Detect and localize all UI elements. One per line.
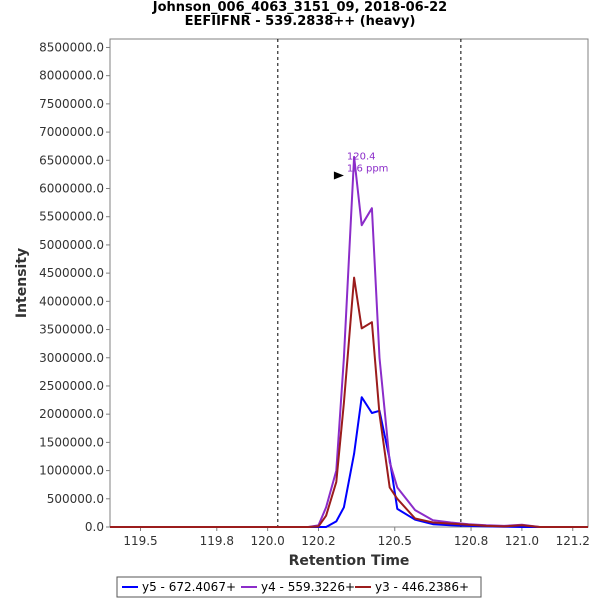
- x-tick-label: 121.0: [505, 534, 539, 548]
- x-tick-label: 120.5: [378, 534, 412, 548]
- y-tick-label: 8500000.0: [39, 40, 104, 54]
- x-tick-label: 119.8: [200, 534, 234, 548]
- peak-annotation: 1.6 ppm: [347, 164, 389, 175]
- y-tick-label: 1500000.0: [39, 435, 104, 449]
- legend-label: y4 - 559.3226+: [261, 580, 355, 594]
- y-tick-label: 6500000.0: [39, 153, 104, 167]
- x-tick-label: 121.2: [556, 534, 590, 548]
- chart-subtitle: EEFIIFNR - 539.2838++ (heavy): [184, 14, 416, 29]
- y-tick-label: 3500000.0: [39, 323, 104, 337]
- legend-label: y5 - 672.4067+: [142, 580, 236, 594]
- peak-annotation: 120.4: [347, 152, 376, 163]
- y-tick-label: 1000000.0: [39, 464, 104, 478]
- y-tick-label: 500000.0: [47, 492, 104, 506]
- y-tick-label: 0.0: [85, 520, 104, 534]
- x-tick-label: 120.0: [250, 534, 284, 548]
- y-tick-label: 4000000.0: [39, 294, 104, 308]
- y-tick-label: 2500000.0: [39, 379, 104, 393]
- x-tick-label: 119.5: [123, 534, 157, 548]
- y-tick-label: 6000000.0: [39, 182, 104, 196]
- series-line: [110, 276, 588, 528]
- x-axis-label: Retention Time: [289, 553, 410, 569]
- chart-title: Johnson_006_4063_3151_09, 2018-06-22: [152, 0, 448, 15]
- y-axis-label: Intensity: [14, 248, 30, 318]
- y-tick-label: 5000000.0: [39, 238, 104, 252]
- y-tick-label: 4500000.0: [39, 266, 104, 280]
- legend-label: y3 - 446.2386+: [375, 580, 469, 594]
- peak-marker-icon: [333, 171, 344, 180]
- x-tick-label: 120.8: [454, 534, 488, 548]
- x-tick-label: 120.2: [301, 534, 335, 548]
- y-tick-label: 7000000.0: [39, 125, 104, 139]
- y-tick-label: 7500000.0: [39, 97, 104, 111]
- y-tick-label: 5500000.0: [39, 210, 104, 224]
- legend-box: [116, 576, 482, 598]
- y-tick-label: 2000000.0: [39, 407, 104, 421]
- y-tick-label: 3000000.0: [39, 351, 104, 365]
- plot-area: [109, 38, 589, 528]
- y-tick-label: 8000000.0: [39, 69, 104, 83]
